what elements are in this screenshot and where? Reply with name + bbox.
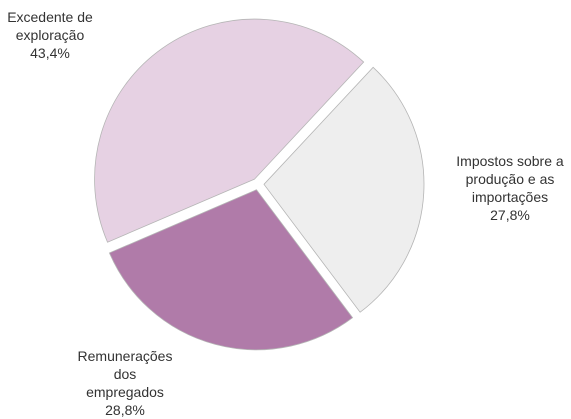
category-label: Remunerações dos empregados: [77, 348, 173, 400]
value-label: 27,8%: [490, 207, 530, 223]
pie-slice: [263, 66, 425, 313]
value-label: 43,4%: [30, 45, 70, 61]
pie-slice: [94, 18, 365, 243]
slice-label: Remunerações dos empregados 28,8%: [55, 347, 195, 419]
value-label: 28,8%: [105, 402, 145, 418]
slice-label: Excedente de exploração 43,4%: [0, 8, 120, 62]
category-label: Excedente de exploração: [7, 9, 93, 43]
category-label: Impostos sobre a produção e as importaçõ…: [456, 153, 564, 205]
pie-slice: [108, 189, 354, 351]
slice-label: Impostos sobre a produção e as importaçõ…: [440, 152, 571, 224]
